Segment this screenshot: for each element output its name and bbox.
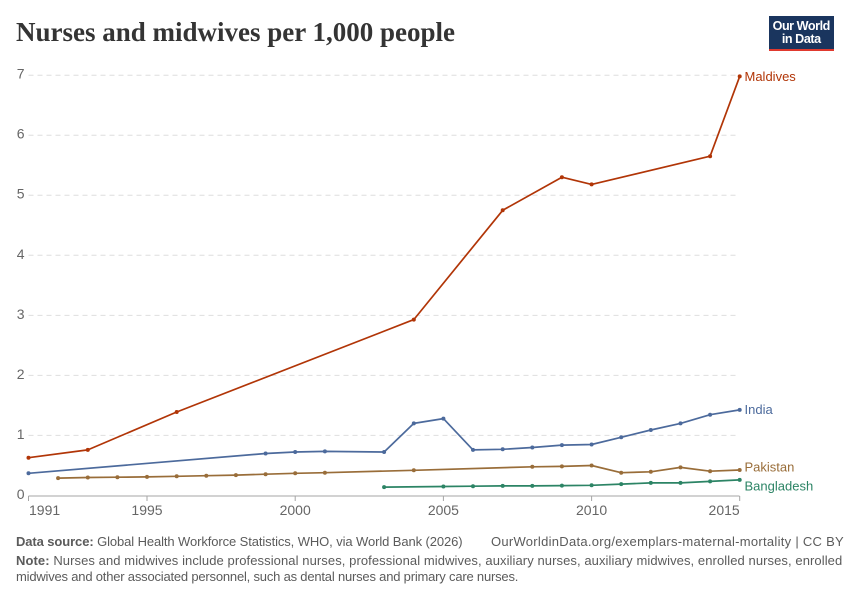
svg-text:2000: 2000 (280, 502, 311, 518)
svg-text:3: 3 (17, 306, 25, 322)
svg-text:5: 5 (17, 186, 25, 202)
svg-text:1991: 1991 (29, 502, 60, 518)
svg-text:Bangladesh: Bangladesh (745, 479, 814, 494)
svg-text:2005: 2005 (428, 502, 459, 518)
svg-text:Maldives: Maldives (745, 69, 797, 84)
svg-text:India: India (745, 402, 774, 417)
svg-text:1995: 1995 (131, 502, 162, 518)
svg-text:7: 7 (17, 66, 25, 82)
svg-text:0: 0 (17, 486, 25, 502)
svg-text:Pakistan: Pakistan (745, 459, 795, 474)
svg-text:2010: 2010 (576, 502, 607, 518)
svg-text:6: 6 (17, 126, 25, 142)
svg-text:2015: 2015 (709, 502, 740, 518)
svg-text:4: 4 (17, 246, 25, 262)
svg-text:2: 2 (17, 366, 25, 382)
svg-text:1: 1 (17, 426, 25, 442)
